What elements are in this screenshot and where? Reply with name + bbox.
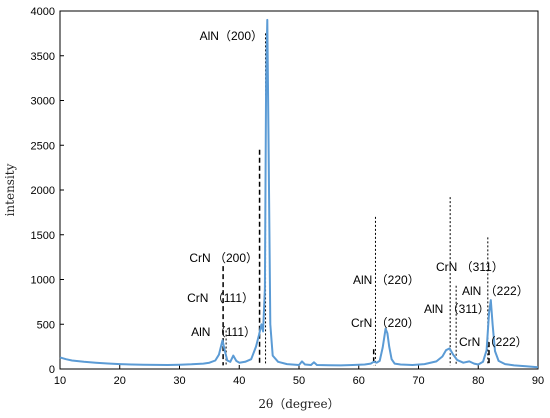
y-tick-label: 0 <box>49 364 55 376</box>
peak-label: AlN （111） <box>191 325 256 339</box>
xrd-pattern-line <box>59 18 539 369</box>
y-tick-label: 3000 <box>31 96 55 108</box>
y-tick-label: 2000 <box>31 185 55 197</box>
axis-ticks: 10 20 30 40 50 60 70 80 90 0 500 1000 1500 2000 2500 30… <box>31 6 545 387</box>
peak-label: CrN （311） <box>436 260 504 274</box>
y-tick-label: 1000 <box>31 275 55 287</box>
peak-label: CrN （200） <box>189 251 258 265</box>
peak-annotations: AlN（200） CrN （200） CrN （111） AlN （111） AlN （… <box>187 29 529 349</box>
x-tick-label: 30 <box>173 375 185 387</box>
peak-label: CrN （222） <box>459 335 528 349</box>
x-tick-label: 40 <box>233 375 245 387</box>
y-tick-label: 3500 <box>31 51 55 63</box>
x-tick-label: 50 <box>293 375 305 387</box>
x-tick-label: 90 <box>532 375 544 387</box>
peak-label: AlN （222） <box>462 284 529 298</box>
x-tick-label: 10 <box>54 375 66 387</box>
y-tick-label: 500 <box>37 319 55 331</box>
y-tick-label: 2500 <box>31 140 55 152</box>
x-axis-title: 2θ（degree） <box>258 397 339 411</box>
peak-label: AlN （220） <box>353 273 420 287</box>
peak-label: AlN（200） <box>200 29 263 43</box>
y-tick-label: 1500 <box>31 230 55 242</box>
peak-label: AlN （311） <box>424 302 490 316</box>
peak-label: CrN （111） <box>187 291 254 305</box>
peak-guide-lines <box>222 33 490 366</box>
x-tick-label: 70 <box>412 375 424 387</box>
x-tick-label: 20 <box>114 375 126 387</box>
x-tick-label: 80 <box>472 375 484 387</box>
peak-label: CrN （220） <box>351 316 420 330</box>
y-tick-label: 4000 <box>31 6 55 18</box>
x-tick-label: 60 <box>353 375 365 387</box>
series-layer <box>59 18 539 369</box>
y-axis-title: intensity <box>3 163 17 216</box>
